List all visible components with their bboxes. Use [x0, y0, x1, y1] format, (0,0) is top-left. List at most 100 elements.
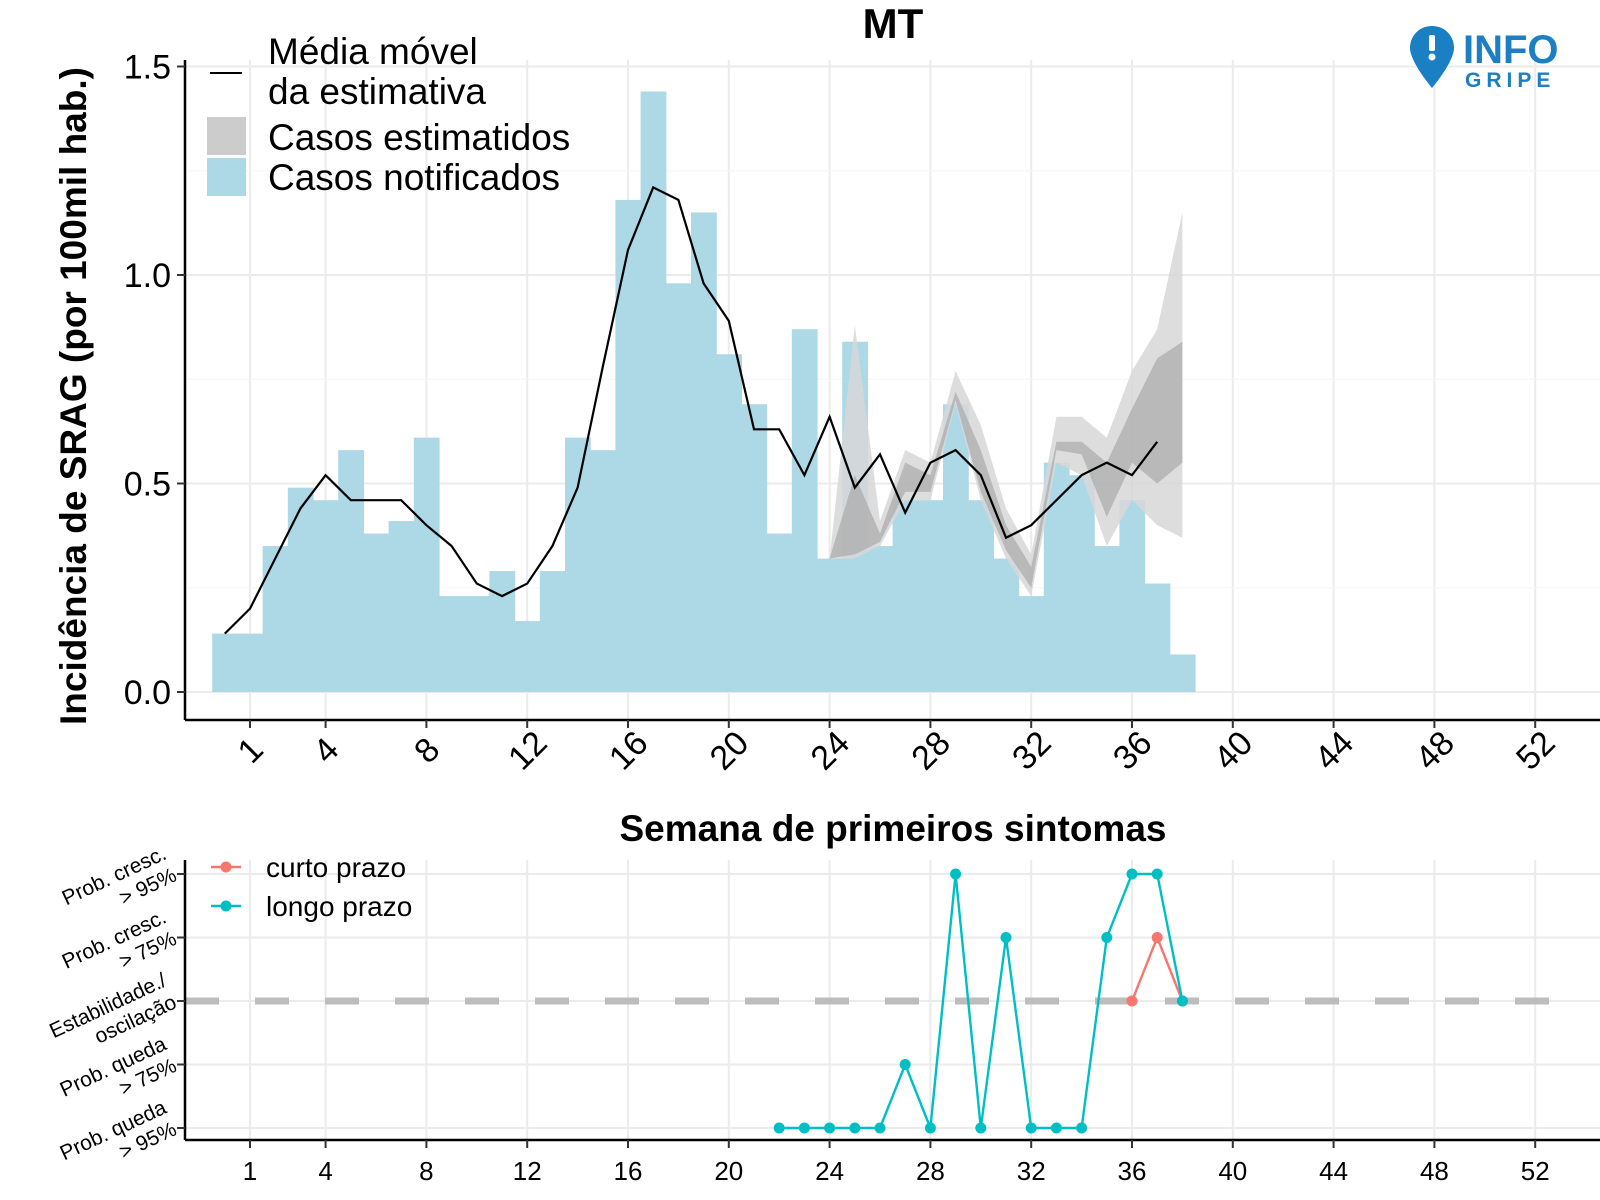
main-x-tick-label: 52 — [1509, 724, 1563, 778]
trend-legend: curto prazo longo prazo — [211, 852, 412, 922]
reported-cases-bar — [464, 596, 490, 692]
long-term-point — [1151, 868, 1163, 880]
reported-cases-bar — [413, 437, 440, 692]
main-x-tick-label: 12 — [501, 724, 555, 778]
reported-cases-bar — [313, 500, 339, 692]
trend-x-tick-label: 1 — [243, 1156, 257, 1186]
trend-x-tick-label: 16 — [614, 1156, 643, 1186]
main-x-tick-label: 1 — [231, 731, 271, 771]
short-term-point — [1151, 932, 1163, 943]
logo-line2: GRIPE — [1465, 69, 1555, 92]
reported-cases-bar — [640, 91, 667, 692]
main-x-tick-label: 36 — [1106, 724, 1160, 778]
short-term-point — [1126, 995, 1138, 1007]
main-x-axis-title: Semana de primeiros sintomas — [620, 808, 1167, 849]
long-term-point — [1176, 995, 1188, 1007]
main-x-tick-label: 16 — [602, 724, 656, 778]
reported-cases-bar — [943, 404, 969, 692]
main-x-tick-label: 32 — [1005, 724, 1059, 778]
reported-cases-bar — [716, 354, 742, 692]
estimate-band-outer — [829, 212, 1183, 597]
reported-cases-bar — [565, 437, 591, 692]
trend-x-tick-label: 24 — [815, 1156, 844, 1186]
reported-cases-bar — [1069, 475, 1095, 692]
infogripe-logo: INFO GRIPE — [1410, 26, 1559, 92]
reported-cases-bar — [665, 283, 692, 692]
trend-x-tick-label: 36 — [1118, 1156, 1147, 1186]
trend-x-tick-label: 48 — [1420, 1156, 1449, 1186]
reported-cases-bar — [1018, 596, 1045, 692]
main-x-tick-label: 40 — [1207, 724, 1261, 778]
reported-cases-bar — [766, 533, 793, 692]
main-gridlines — [185, 60, 1600, 720]
trend-series — [773, 868, 1188, 1134]
reported-cases-bar — [1144, 583, 1171, 692]
main-y-tick-label: 0.0 — [124, 674, 171, 712]
reported-cases-bar — [1169, 654, 1196, 692]
reported-cases-bar — [993, 558, 1020, 692]
long-term-point — [874, 1122, 886, 1134]
trend-x-tick-label: 28 — [916, 1156, 945, 1186]
trend-x-tick-label: 4 — [318, 1156, 332, 1186]
long-term-point — [773, 1122, 785, 1134]
reported-cases-bar — [363, 533, 390, 692]
reported-cases-bar — [388, 521, 415, 692]
reported-cases-bars — [212, 91, 1196, 692]
reported-cases-bar — [212, 633, 238, 692]
main-x-tick-label: 44 — [1307, 724, 1361, 778]
reported-cases-bar — [741, 404, 768, 692]
main-x-tick-label: 8 — [407, 731, 447, 771]
main-x-tick-label: 24 — [803, 724, 857, 778]
reported-cases-bar — [691, 212, 717, 692]
legend-key-reported — [207, 158, 246, 196]
reported-cases-bar — [1094, 546, 1120, 692]
chart-title: MT — [863, 0, 924, 47]
main-y-tick-label: 0.5 — [124, 466, 171, 504]
reported-cases-bar — [590, 450, 616, 692]
trend-gridlines — [185, 860, 1600, 1140]
reported-cases-bar — [489, 571, 516, 692]
logo-line1: INFO — [1463, 28, 1559, 72]
main-x-tick-label: 48 — [1408, 724, 1462, 778]
legend-label-reported: Casos notificados — [268, 157, 560, 198]
trend-x-tick-label: 20 — [714, 1156, 743, 1186]
reported-cases-bar — [237, 633, 264, 692]
trend-y-tick-label: Prob. queda> 95% — [57, 1096, 181, 1187]
main-y-tick-label: 1.5 — [124, 49, 171, 87]
map-pin-icon — [1410, 26, 1454, 88]
long-term-point — [798, 1122, 810, 1134]
reported-cases-bar — [892, 500, 919, 692]
reported-cases-bar — [262, 546, 289, 692]
legend-dot-long-term — [220, 900, 232, 912]
main-x-tick-label: 4 — [306, 731, 346, 771]
reported-cases-bar — [817, 558, 843, 692]
trend-x-tick-label: 12 — [513, 1156, 542, 1186]
main-y-axis-title: Incidência de SRAG (por 100mil hab.) — [53, 67, 94, 725]
reported-cases-bar — [867, 546, 894, 692]
long-term-point — [1126, 868, 1138, 880]
trend-x-tick-label: 44 — [1319, 1156, 1348, 1186]
legend-label-long-term: longo prazo — [266, 891, 412, 922]
long-term-point — [1000, 932, 1012, 943]
long-term-point — [1050, 1122, 1062, 1134]
reported-cases-bar — [287, 487, 314, 692]
legend-key-estimated — [207, 117, 246, 155]
legend-label-moving-average: Média móvel da estimativa — [268, 31, 486, 112]
trend-x-tick-label: 32 — [1017, 1156, 1046, 1186]
legend-dot-short-term — [220, 861, 232, 873]
main-y-tick-label: 1.0 — [124, 257, 171, 295]
moving-average-line — [224, 185, 1159, 635]
main-x-tick-label: 20 — [703, 724, 757, 778]
short-term-line — [1130, 934, 1184, 1002]
reported-cases-bar — [615, 199, 642, 692]
long-term-point — [849, 1122, 861, 1134]
trend-x-tick-label: 40 — [1218, 1156, 1247, 1186]
legend-label-short-term: curto prazo — [266, 852, 406, 883]
reported-cases-bar — [539, 571, 566, 692]
long-term-point — [824, 1122, 836, 1134]
reported-cases-bar — [917, 500, 944, 692]
long-term-point — [975, 1122, 987, 1134]
legend-label-estimated: Casos estimatidos — [268, 117, 570, 158]
reported-cases-bar — [514, 621, 541, 692]
